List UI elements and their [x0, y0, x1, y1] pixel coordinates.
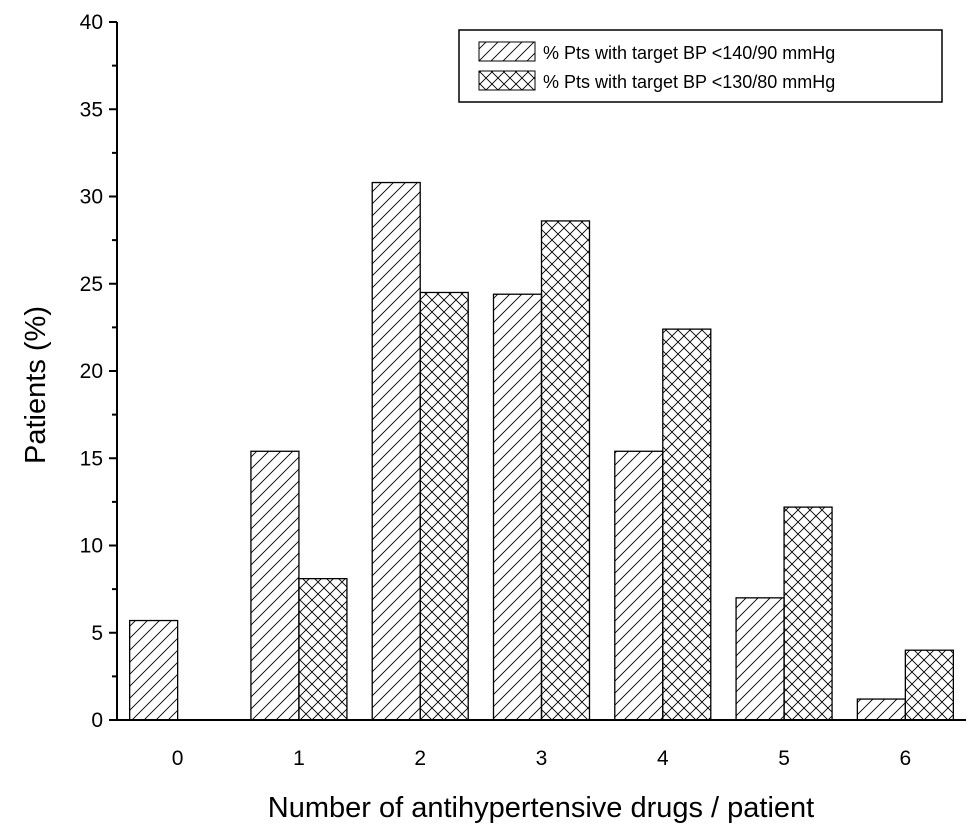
bars-layer: [128, 181, 955, 721]
bar-130-80-4: [662, 328, 712, 721]
y-tick-label: 0: [91, 709, 103, 732]
bar-130-80-3: [540, 220, 591, 721]
bar-140-90-2: [371, 181, 421, 721]
x-tick-label: 0: [172, 747, 184, 770]
y-tick-label: 15: [80, 447, 103, 470]
bar-140-90-0: [128, 619, 179, 721]
x-tick-label: 6: [900, 747, 912, 770]
y-tick-label: 25: [80, 273, 103, 296]
bar-130-80-5: [783, 506, 833, 721]
y-tick-label: 30: [80, 186, 103, 209]
y-tick-label: 5: [91, 622, 103, 645]
x-tick-label: 1: [293, 747, 305, 770]
legend-label-140-90: % Pts with target BP <140/90 mmHg: [543, 43, 835, 63]
y-tick-label: 40: [80, 11, 103, 34]
y-axis-ticks: [109, 21, 117, 721]
bar-140-90-5: [735, 597, 785, 721]
x-axis-title: Number of antihypertensive drugs / patie…: [268, 792, 814, 824]
legend: % Pts with target BP <140/90 mmHg % Pts …: [458, 29, 943, 103]
x-tick-label: 2: [414, 747, 426, 770]
x-tick-label: 4: [657, 747, 669, 770]
x-tick-label: 3: [536, 747, 548, 770]
y-axis-title: Patients (%): [20, 306, 52, 464]
legend-label-130-80: % Pts with target BP <130/80 mmHg: [543, 72, 835, 92]
bar-130-80-2: [419, 291, 469, 721]
x-tick-labels: 0 1 2 3 4 5 6: [172, 747, 911, 770]
y-tick-labels: 0 5 10 15 20 25 30 35 40: [80, 11, 103, 732]
x-tick-label: 5: [778, 747, 790, 770]
bar-140-90-6: [856, 698, 907, 721]
legend-swatch-diagonal: [478, 41, 536, 62]
y-tick-label: 20: [80, 360, 103, 383]
bar-140-90-3: [492, 293, 543, 721]
legend-box: [458, 29, 943, 103]
legend-swatch-crosshatch: [478, 70, 536, 91]
bar-130-80-1: [298, 578, 348, 721]
bar-130-80-6: [904, 649, 955, 721]
bar-140-90-1: [250, 450, 300, 721]
y-tick-label: 35: [80, 98, 103, 121]
bar-140-90-4: [614, 450, 664, 721]
y-tick-label: 10: [80, 535, 103, 558]
